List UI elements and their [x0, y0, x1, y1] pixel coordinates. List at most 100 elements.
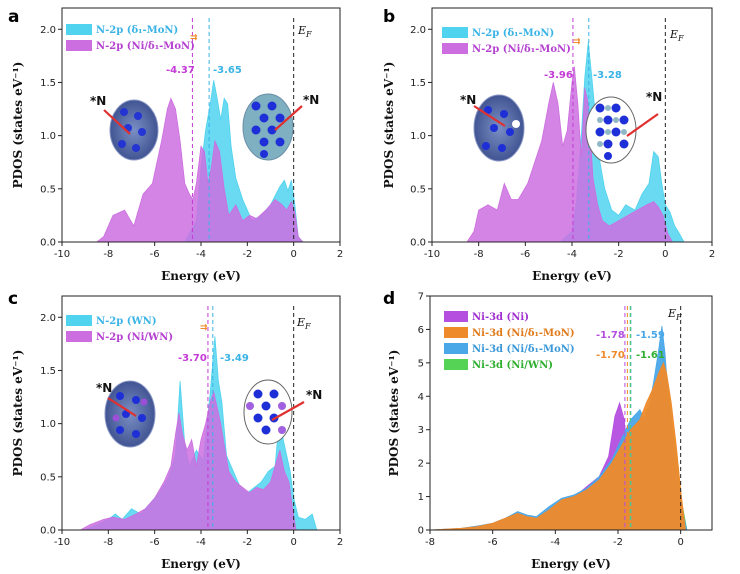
- panel-a-series-2: [62, 97, 340, 243]
- panel-b-arrow-1: [473, 105, 506, 127]
- panel-d-xtick-label: -2: [613, 537, 623, 548]
- panel-b-xtick-label: -2: [614, 249, 624, 260]
- legend-d-entry-1: Ni-3d (Ni): [472, 312, 529, 323]
- panel-c-xtick-label: -6: [150, 537, 160, 548]
- panel-b-series-2: [432, 66, 712, 243]
- panel-c-ytick-label: 0.5: [40, 472, 56, 483]
- panel-b-dline-label-2: -3.28: [593, 70, 622, 81]
- legend-b-entry-1: N-2p (δ₁-MoN): [472, 28, 554, 39]
- panel-a-dline-label-2: -3.65: [213, 65, 242, 76]
- panel-c-xtick-label: 2: [337, 537, 343, 548]
- panel-a-dashed-lines: [191, 18, 295, 242]
- panel-b-xtick-label: -6: [520, 249, 530, 260]
- panel-b-ytick-label: 1.0: [410, 131, 426, 142]
- panel-d-ytick-label: 3: [418, 425, 424, 436]
- legend-d-entry-2: Ni-3d (Ni/δ₁-MoN): [472, 328, 575, 339]
- panel-a-xtick-label: 2: [337, 249, 343, 260]
- panel-a-arrow-2: [274, 105, 303, 131]
- panel-c-arrow-1: [107, 397, 137, 417]
- panel-b-ylabel: PDOS (states eV⁻¹): [382, 62, 396, 189]
- panel-d-xtick-label: -8: [425, 537, 435, 548]
- legend-d-swatch-1: [444, 311, 468, 322]
- legend-d-swatch-4: [444, 359, 468, 370]
- panel-a-dline-label-1: -4.37: [166, 65, 195, 76]
- panel-b-ytick-label: 0.0: [410, 238, 426, 249]
- panel-b-xtick-label: 0: [662, 249, 668, 260]
- panel-b-ytick-label: 2.0: [410, 25, 426, 36]
- legend-c-swatch-2: [66, 331, 92, 342]
- panel-c-xtick-label: -2: [242, 537, 252, 548]
- panel-b-structure-left: [473, 94, 525, 162]
- panel-a-shift-arrows: ⇉: [190, 33, 198, 43]
- panel-d-dline-label-2: -1.70: [596, 350, 625, 361]
- panel-b-xtick-label: 2: [709, 249, 715, 260]
- panel-c-xtick-label: 0: [290, 537, 296, 548]
- panel-a-structure-right: [242, 93, 294, 161]
- legend-a-swatch-2: [66, 40, 92, 51]
- panel-c-arrow-2: [271, 401, 305, 421]
- panel-b-areas: [432, 41, 712, 243]
- panel-b-ticks: -10 -8 -6 -4 -2 0 2 0.0 0.5 1.0 1.5 2.0: [410, 25, 715, 260]
- legend-b-entry-2: N-2p (Ni/δ₁-MoN): [472, 44, 571, 55]
- panel-b-arrow-2: [626, 113, 659, 137]
- panel-d-fermi-label: EF: [667, 307, 682, 322]
- legend-d-entry-4: Ni-3d (Ni/WN): [472, 360, 553, 371]
- panel-a-label: a: [8, 7, 19, 27]
- panel-b-xtick-label: -4: [567, 249, 577, 260]
- panel-a-fermi-label: EF: [297, 24, 312, 39]
- panel-d-ytick-label: 1: [418, 492, 424, 503]
- legend-a-entry-1: N-2p (δ₁-MoN): [96, 25, 178, 36]
- panel-a-xlabel: Energy (eV): [161, 269, 241, 283]
- panel-c-dashed-lines: [207, 306, 295, 530]
- legend-b-swatch-2: [442, 43, 468, 54]
- panel-d-ticks: -8 -6 -4 -2 0 0 1 2 3 4 5 6 7: [418, 292, 684, 549]
- panel-a-adsorbate-label-2: *N: [303, 93, 319, 107]
- panel-a-xtick-label: 0: [290, 249, 296, 260]
- panel-c-structure-right: [243, 379, 293, 445]
- panel-c-areas: [62, 336, 340, 531]
- legend-b-swatch-1: [442, 27, 468, 38]
- panel-a-arrow-1: [103, 109, 131, 135]
- panel-d-ytick-label: 2: [418, 459, 424, 470]
- panel-d-xtick-label: -6: [488, 537, 498, 548]
- panel-a-xtick-label: -2: [242, 249, 252, 260]
- panel-d-ytick-label: 7: [418, 292, 424, 303]
- panel-d-dashed-lines: [624, 306, 682, 530]
- panel-d-dline-label-4: -1.61: [636, 350, 665, 361]
- legend-d-entry-3: Ni-3d (Ni/δ₁-MoN): [472, 344, 575, 355]
- panel-b-ytick-label: 1.5: [410, 78, 426, 89]
- legend-c-swatch-1: [66, 315, 92, 326]
- panel-b-shift-arrows: ⇉: [573, 37, 581, 47]
- panel-b: b -10 -8 -6 -4 -2 0 2 0.0 0.5 1.0 1.5 2.0 Energy (e…: [382, 7, 715, 283]
- panel-c-series-2: [62, 390, 340, 531]
- legend-a-entry-2: N-2p (Ni/δ₁-MoN): [96, 41, 195, 52]
- panel-d-xtick-label: -4: [550, 537, 560, 548]
- panel-b-label: b: [383, 7, 395, 27]
- legend-d-swatch-3: [444, 343, 468, 354]
- panel-d-ylabel: PDOS (states eV⁻¹): [387, 350, 401, 477]
- panel-a-ytick-label: 0.5: [40, 184, 56, 195]
- panel-a-structure-left: [109, 99, 159, 161]
- panel-a: a -10 -8 -6 -4 -2 0 2 0.0 0.5 1.0 1.5 2.0 Energy (e…: [8, 7, 343, 283]
- panel-c-ytick-label: 1.5: [40, 366, 56, 377]
- legend-c-entry-2: N-2p (Ni/WN): [96, 332, 173, 343]
- panel-d-xlabel: Energy (eV): [531, 557, 611, 571]
- panel-a-ytick-label: 1.5: [40, 78, 56, 89]
- panel-a-ylabel: PDOS (states eV⁻¹): [11, 62, 25, 189]
- panel-a-xtick-label: -4: [196, 249, 206, 260]
- panel-c-xtick-label: -10: [54, 537, 70, 548]
- panel-b-xtick-label: -8: [474, 249, 484, 260]
- panel-c-ylabel: PDOS (states eV⁻¹): [11, 350, 25, 477]
- panel-a-xtick-label: -6: [150, 249, 160, 260]
- panel-d-areas: [429, 326, 712, 531]
- panel-a-ytick-label: 0.0: [40, 238, 56, 249]
- panel-d-ytick-label: 6: [418, 325, 424, 336]
- panel-a-adsorbate-label-1: *N: [90, 94, 106, 108]
- panel-d-dline-label-1: -1.78: [596, 330, 625, 341]
- panel-d-dline-label-3: -1.59: [636, 330, 665, 341]
- panel-c-shift-arrows: ⇉: [200, 323, 208, 333]
- panel-b-adsorbate-label-2: *N: [646, 90, 662, 104]
- panel-a-ytick-label: 2.0: [40, 25, 56, 36]
- panel-c: c -10 -8 -6 -4 -2 0 2 0.0 0.5 1.0 1.5 2.0 Energy (e…: [8, 289, 343, 571]
